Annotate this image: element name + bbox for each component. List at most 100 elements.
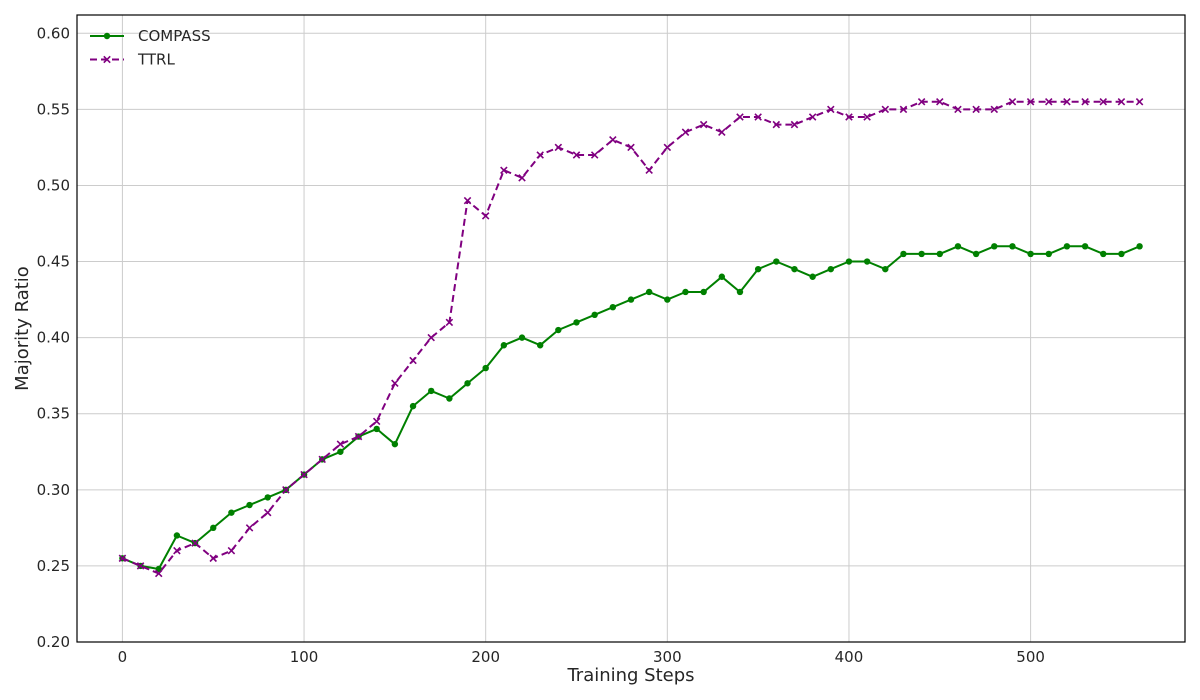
ttrl-point — [990, 105, 999, 114]
ttrl-point — [481, 212, 490, 220]
compass-point — [773, 258, 780, 265]
y-tick-labels: 0.20 0.25 0.30 0.35 0.40 0.45 0.50 0.55 0.60 — [37, 24, 70, 651]
x-tick-labels: 0 100 200 300 400 500 — [118, 648, 1045, 666]
y-axis-title: Majority Ratio — [12, 266, 33, 391]
x-tick-label: 200 — [471, 648, 500, 666]
ttrl-point — [354, 432, 363, 441]
ttrl-point — [736, 113, 744, 121]
x-tick-label: 0 — [118, 648, 128, 666]
compass-point — [845, 258, 853, 265]
compass-point — [1009, 243, 1016, 250]
ttrl-point — [663, 143, 672, 152]
compass-point — [210, 524, 217, 532]
ttrl-point — [282, 486, 290, 494]
compass-point — [736, 288, 744, 296]
ttrl-point — [463, 196, 472, 205]
compass-point — [627, 296, 635, 303]
ttrl-point — [1026, 97, 1035, 106]
compass-point — [1081, 243, 1089, 250]
plot-frame — [76, 14, 1186, 643]
compass-point — [936, 250, 943, 258]
compass-point — [609, 303, 617, 311]
compass-point — [700, 288, 707, 296]
compass-point — [664, 296, 671, 303]
ttrl-point — [191, 539, 199, 547]
compass-point — [1063, 243, 1071, 250]
ttrl-point — [827, 105, 835, 114]
ttrl-point — [790, 120, 799, 129]
ttrl-point — [917, 97, 926, 106]
compass-point — [228, 509, 235, 516]
legend-label-ttrl: TTRL — [137, 51, 175, 69]
ttrl-point — [263, 508, 272, 517]
ttrl-point — [627, 143, 635, 152]
y-tick-label: 0.60 — [37, 24, 70, 42]
compass-point — [991, 243, 998, 250]
compass-point — [427, 387, 435, 395]
ttrl-point — [899, 105, 908, 114]
ttrl-point — [336, 440, 345, 448]
legend-item-ttrl: TTRL — [90, 51, 175, 69]
ttrl-point — [772, 120, 781, 129]
y-tick-label: 0.25 — [37, 557, 70, 575]
ttrl-point — [300, 470, 308, 479]
compass-point — [1045, 250, 1052, 258]
ttrl-point — [645, 166, 653, 174]
compass-point — [882, 265, 889, 273]
ttrl-point — [572, 151, 581, 159]
ttrl-point — [409, 356, 417, 365]
compass-point — [809, 273, 816, 280]
ttrl-point — [718, 128, 726, 136]
ttrl-point — [1081, 97, 1089, 106]
compass-point — [827, 265, 835, 273]
compass-point — [464, 380, 471, 387]
compass-point — [391, 440, 399, 448]
ttrl-point — [500, 166, 508, 174]
compass-point — [373, 425, 380, 433]
compass-point — [518, 334, 526, 341]
ttrl-point — [1099, 97, 1108, 106]
compass-point — [409, 402, 417, 410]
compass-point — [155, 565, 162, 573]
legend-label-compass: COMPASS — [138, 27, 211, 45]
x-axis-title: Training Steps — [566, 665, 694, 686]
compass-point — [972, 250, 980, 258]
compass-point — [645, 288, 653, 296]
compass-point — [246, 501, 253, 509]
legend-marker-ttrl — [103, 55, 111, 64]
compass-point — [900, 250, 907, 258]
compass-point — [918, 250, 925, 258]
compass-point — [718, 273, 726, 280]
ttrl-point — [554, 143, 563, 152]
ttrl-point — [118, 554, 127, 563]
ttrl-point — [954, 105, 962, 114]
compass-point — [791, 265, 798, 273]
compass-point — [337, 448, 344, 455]
legend-marker-compass — [103, 32, 111, 40]
compass-point — [591, 311, 598, 319]
ttrl-point — [1045, 97, 1053, 106]
compass-point — [573, 319, 580, 326]
series-layer — [118, 97, 1144, 578]
compass-point — [500, 342, 508, 349]
x-tick-label: 500 — [1016, 648, 1045, 666]
compass-point — [555, 326, 562, 334]
ttrl-point — [154, 569, 163, 578]
x-tick-label: 400 — [835, 648, 864, 666]
ttrl-point — [245, 524, 254, 532]
ttrl-point — [227, 546, 236, 555]
ttrl-point — [536, 151, 544, 159]
ttrl-point — [590, 151, 599, 159]
ttrl-point — [754, 113, 762, 121]
ttrl-point — [318, 455, 326, 464]
ttrl-point — [136, 562, 145, 570]
y-tick-label: 0.30 — [37, 481, 70, 499]
compass-point — [482, 364, 489, 372]
y-tick-label: 0.35 — [37, 405, 70, 423]
ttrl-point — [1117, 97, 1126, 106]
compass-point — [536, 342, 544, 349]
ttrl-point — [881, 105, 890, 114]
compass-point — [1100, 250, 1107, 258]
ttrl-point — [972, 105, 980, 114]
